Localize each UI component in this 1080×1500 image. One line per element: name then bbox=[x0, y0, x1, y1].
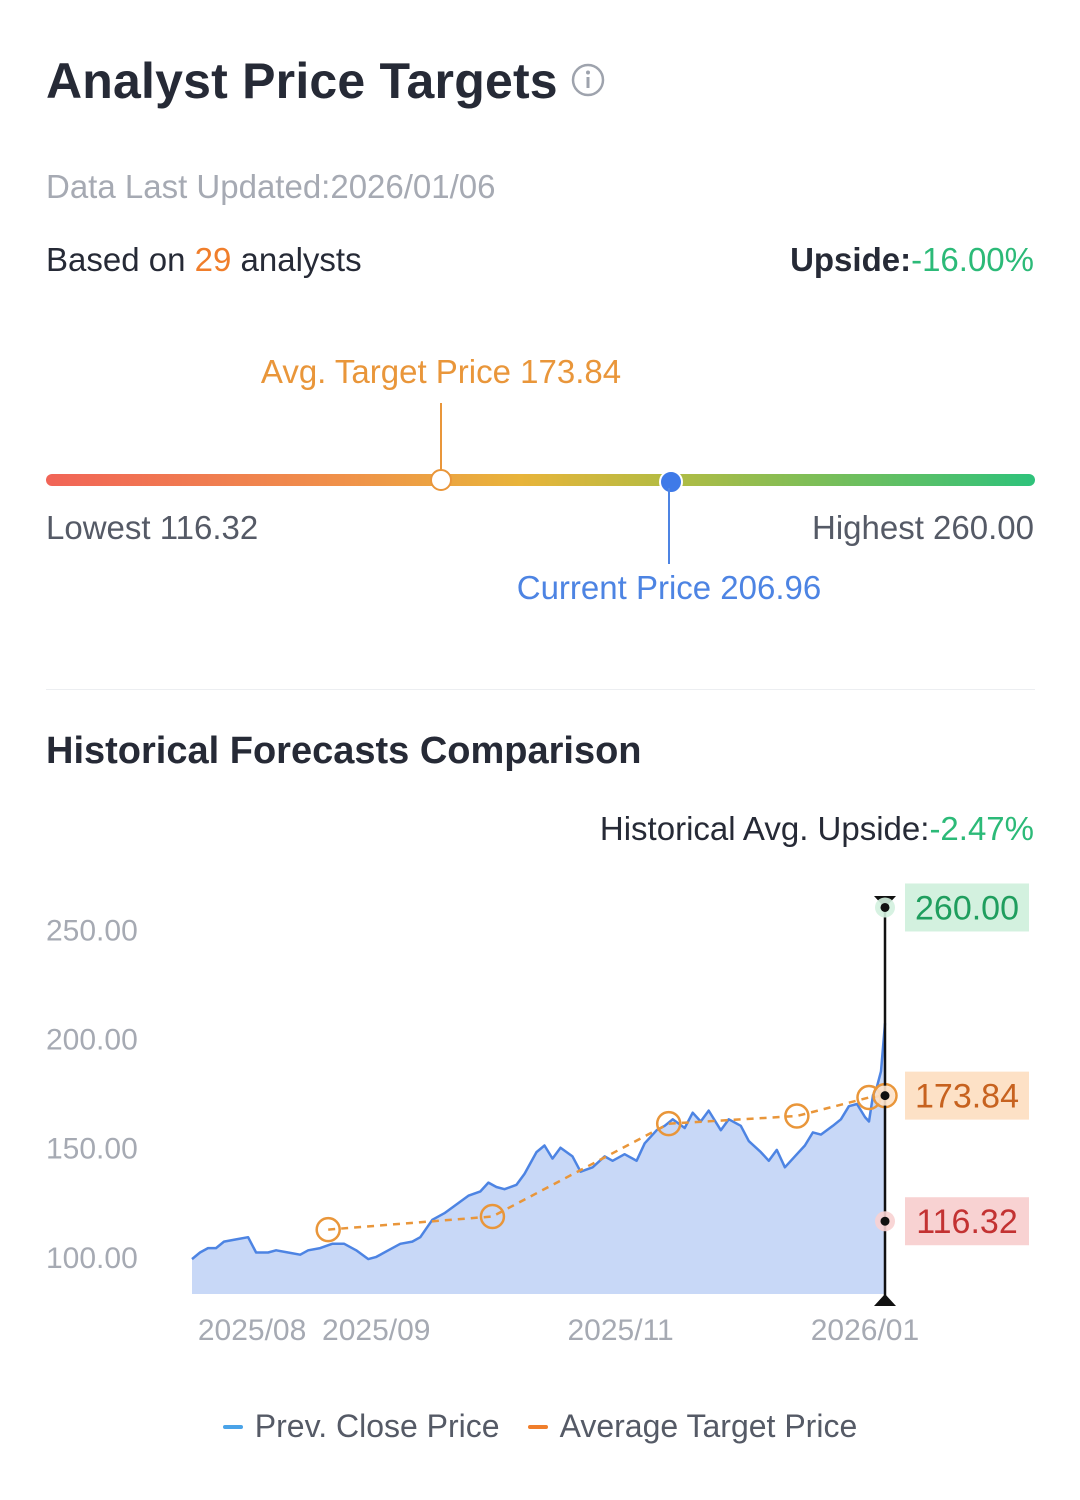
last-updated-text: Data Last Updated:2026/01/06 bbox=[46, 168, 496, 205]
chart-legend: Prev. Close Price Average Target Price bbox=[0, 1408, 1080, 1445]
info-circle-icon[interactable] bbox=[571, 63, 605, 97]
upside-text: Upside:-16.00% bbox=[790, 241, 1034, 278]
legend-swatch-prev-close bbox=[222, 1424, 243, 1429]
forecast-label: 173.84 bbox=[915, 1078, 1019, 1116]
avg-target-marker bbox=[430, 469, 452, 491]
legend-swatch-average-target bbox=[527, 1424, 548, 1429]
forecast-label-box bbox=[905, 1071, 1029, 1120]
section-divider bbox=[46, 689, 1035, 690]
lowest-target-label: Lowest 116.32 bbox=[46, 509, 259, 546]
upside-value: -16.00% bbox=[911, 241, 1034, 278]
avg-target-point bbox=[784, 1103, 810, 1129]
price-range-bar bbox=[46, 474, 1035, 486]
avg-target-point bbox=[479, 1203, 506, 1230]
price-area bbox=[192, 1023, 885, 1294]
current-price-marker bbox=[659, 470, 683, 494]
current-price-stem bbox=[668, 488, 670, 564]
historical-avg-upside-value: -2.47% bbox=[929, 810, 1034, 847]
legend-item-prev-close[interactable]: Prev. Close Price bbox=[222, 1408, 500, 1445]
avg-target-stem bbox=[440, 403, 442, 475]
historical-title: Historical Forecasts Comparison bbox=[46, 730, 642, 772]
forecast-label-box bbox=[905, 883, 1029, 932]
current-price-label: Current Price 206.96 bbox=[516, 569, 822, 606]
analyst-count-text: Based on 29 analysts bbox=[46, 241, 362, 278]
avg-target-label: Avg. Target Price 173.84 bbox=[260, 353, 622, 390]
cursor-bottom-arrow bbox=[874, 1294, 896, 1306]
forecast-marker-dot bbox=[880, 902, 890, 912]
forecast-label: 260.00 bbox=[915, 889, 1019, 927]
legend-label-average-target: Average Target Price bbox=[559, 1408, 858, 1444]
y-tick-label: 100.00 bbox=[46, 1242, 138, 1275]
price-line bbox=[191, 1023, 887, 1261]
avg-target-point bbox=[655, 1110, 682, 1137]
forecast-marker-dot bbox=[880, 1216, 890, 1226]
legend-label-prev-close: Prev. Close Price bbox=[254, 1408, 500, 1444]
analyst-count: 29 bbox=[194, 241, 232, 278]
page-title: Analyst Price Targets bbox=[46, 53, 558, 109]
forecast-label-box bbox=[905, 1197, 1029, 1246]
legend-item-average-target[interactable]: Average Target Price bbox=[527, 1408, 858, 1445]
highest-target-label: Highest 260.00 bbox=[812, 509, 1034, 546]
historical-avg-upside: Historical Avg. Upside:-2.47% bbox=[599, 810, 1034, 847]
historical-forecast-chart[interactable]: 250.00 200.00 150.00 100.00 2025/08 2025/09 20… bbox=[0, 880, 1080, 1360]
y-tick-label: 200.00 bbox=[46, 1023, 138, 1056]
y-tick-label: 250.00 bbox=[46, 914, 138, 947]
avg-target-point bbox=[315, 1216, 341, 1243]
forecast-label: 116.32 bbox=[916, 1203, 1017, 1241]
x-tick-label: 2026/01 bbox=[811, 1314, 919, 1347]
x-tick-label: 2025/09 bbox=[322, 1314, 430, 1347]
x-tick-label: 2025/08 bbox=[198, 1314, 306, 1347]
x-tick-label: 2025/11 bbox=[568, 1314, 674, 1347]
forecast-marker-dot bbox=[880, 1091, 890, 1101]
y-tick-label: 150.00 bbox=[46, 1133, 138, 1166]
